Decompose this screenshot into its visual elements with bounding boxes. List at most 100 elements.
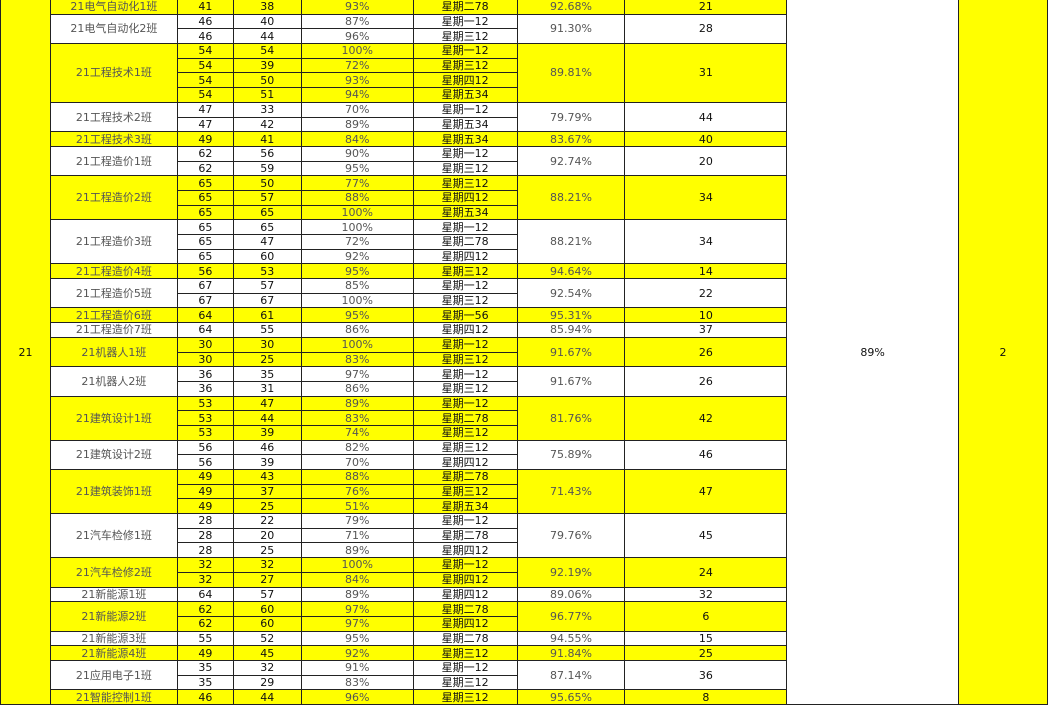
class-rank-cell[interactable]: 37 bbox=[624, 322, 788, 338]
percent-cell[interactable]: 83% bbox=[300, 674, 414, 691]
present-cell[interactable]: 39 bbox=[232, 454, 302, 470]
present-cell[interactable]: 57 bbox=[232, 278, 302, 294]
session-cell[interactable]: 星期三12 bbox=[412, 57, 518, 74]
class-name-cell[interactable]: 21新能源4班 bbox=[49, 645, 178, 661]
enrolled-cell[interactable]: 65 bbox=[176, 248, 234, 265]
percent-cell[interactable]: 100% bbox=[300, 204, 414, 221]
percent-cell[interactable]: 100% bbox=[300, 336, 414, 353]
enrolled-cell[interactable]: 47 bbox=[176, 116, 234, 133]
present-cell[interactable]: 67 bbox=[232, 292, 302, 309]
class-name-cell[interactable]: 21新能源3班 bbox=[49, 630, 178, 647]
session-cell[interactable]: 星期三12 bbox=[412, 160, 518, 177]
enrolled-cell[interactable]: 46 bbox=[176, 28, 234, 45]
class-rate-cell[interactable]: 92.54% bbox=[516, 278, 626, 309]
enrolled-cell[interactable]: 54 bbox=[176, 43, 234, 59]
class-rate-cell[interactable]: 91.30% bbox=[516, 13, 626, 45]
session-cell[interactable]: 星期三12 bbox=[412, 351, 518, 368]
percent-cell[interactable]: 96% bbox=[300, 28, 414, 45]
percent-cell[interactable]: 89% bbox=[300, 395, 414, 412]
percent-cell[interactable]: 88% bbox=[300, 189, 414, 206]
percent-cell[interactable]: 97% bbox=[300, 366, 414, 382]
percent-cell[interactable]: 100% bbox=[300, 219, 414, 235]
session-cell[interactable]: 星期四12 bbox=[412, 248, 518, 265]
present-cell[interactable]: 44 bbox=[232, 689, 302, 705]
class-rate-cell[interactable]: 83.67% bbox=[516, 131, 626, 147]
present-cell[interactable]: 53 bbox=[232, 263, 302, 280]
present-cell[interactable]: 52 bbox=[232, 630, 302, 647]
present-cell[interactable]: 65 bbox=[232, 219, 302, 235]
enrolled-cell[interactable]: 35 bbox=[176, 659, 234, 676]
percent-cell[interactable]: 88% bbox=[300, 469, 414, 485]
percent-cell[interactable]: 79% bbox=[300, 513, 414, 529]
present-cell[interactable]: 42 bbox=[232, 116, 302, 133]
present-cell[interactable]: 44 bbox=[232, 28, 302, 45]
enrolled-cell[interactable]: 62 bbox=[176, 145, 234, 162]
percent-cell[interactable]: 100% bbox=[300, 292, 414, 309]
class-rank-cell[interactable]: 31 bbox=[624, 43, 788, 103]
enrolled-cell[interactable]: 64 bbox=[176, 322, 234, 338]
present-cell[interactable]: 46 bbox=[232, 439, 302, 456]
present-cell[interactable]: 32 bbox=[232, 659, 302, 676]
percent-cell[interactable]: 76% bbox=[300, 483, 414, 500]
present-cell[interactable]: 32 bbox=[232, 557, 302, 573]
present-cell[interactable]: 39 bbox=[232, 57, 302, 74]
session-cell[interactable]: 星期四12 bbox=[412, 189, 518, 206]
class-rank-cell[interactable]: 46 bbox=[624, 439, 788, 471]
session-cell[interactable]: 星期二78 bbox=[412, 527, 518, 544]
session-cell[interactable]: 星期二78 bbox=[412, 601, 518, 617]
present-cell[interactable]: 20 bbox=[232, 527, 302, 544]
percent-cell[interactable]: 93% bbox=[300, 0, 414, 15]
class-rate-cell[interactable]: 92.19% bbox=[516, 557, 626, 588]
class-rank-cell[interactable]: 8 bbox=[624, 689, 788, 705]
session-cell[interactable]: 星期五34 bbox=[412, 498, 518, 515]
present-cell[interactable]: 25 bbox=[232, 351, 302, 368]
percent-cell[interactable]: 83% bbox=[300, 410, 414, 426]
class-name-cell[interactable]: 21建筑设计1班 bbox=[49, 395, 178, 441]
class-rate-cell[interactable]: 89.81% bbox=[516, 43, 626, 103]
percent-cell[interactable]: 91% bbox=[300, 659, 414, 676]
class-rate-cell[interactable]: 88.21% bbox=[516, 219, 626, 265]
enrolled-cell[interactable]: 65 bbox=[176, 234, 234, 250]
enrolled-cell[interactable]: 35 bbox=[176, 674, 234, 691]
session-cell[interactable]: 星期二78 bbox=[412, 0, 518, 15]
session-cell[interactable]: 星期一12 bbox=[412, 557, 518, 573]
class-rate-cell[interactable]: 95.31% bbox=[516, 307, 626, 324]
present-cell[interactable]: 37 bbox=[232, 483, 302, 500]
present-cell[interactable]: 27 bbox=[232, 571, 302, 588]
class-rank-cell[interactable]: 26 bbox=[624, 336, 788, 368]
enrolled-cell[interactable]: 53 bbox=[176, 410, 234, 426]
present-cell[interactable]: 65 bbox=[232, 204, 302, 221]
enrolled-cell[interactable]: 49 bbox=[176, 498, 234, 515]
present-cell[interactable]: 29 bbox=[232, 674, 302, 691]
class-rank-cell[interactable]: 32 bbox=[624, 586, 788, 603]
enrolled-cell[interactable]: 65 bbox=[176, 189, 234, 206]
enrolled-cell[interactable]: 30 bbox=[176, 336, 234, 353]
class-rate-cell[interactable]: 95.65% bbox=[516, 689, 626, 705]
session-cell[interactable]: 星期三12 bbox=[412, 689, 518, 705]
enrolled-cell[interactable]: 53 bbox=[176, 395, 234, 412]
enrolled-cell[interactable]: 54 bbox=[176, 57, 234, 74]
percent-cell[interactable]: 89% bbox=[300, 542, 414, 559]
class-rate-cell[interactable]: 91.67% bbox=[516, 366, 626, 397]
enrolled-cell[interactable]: 28 bbox=[176, 542, 234, 559]
class-rate-cell[interactable]: 89.06% bbox=[516, 586, 626, 603]
session-cell[interactable]: 星期二78 bbox=[412, 410, 518, 426]
percent-cell[interactable]: 97% bbox=[300, 615, 414, 632]
session-cell[interactable]: 星期三12 bbox=[412, 674, 518, 691]
class-rank-cell[interactable]: 6 bbox=[624, 601, 788, 632]
session-cell[interactable]: 星期一56 bbox=[412, 307, 518, 324]
session-cell[interactable]: 星期一12 bbox=[412, 278, 518, 294]
percent-cell[interactable]: 83% bbox=[300, 351, 414, 368]
class-name-cell[interactable]: 21工程造价4班 bbox=[49, 263, 178, 280]
class-name-cell[interactable]: 21应用电子1班 bbox=[49, 659, 178, 691]
percent-cell[interactable]: 70% bbox=[300, 454, 414, 470]
percent-cell[interactable]: 86% bbox=[300, 380, 414, 397]
present-cell[interactable]: 41 bbox=[232, 131, 302, 147]
present-cell[interactable]: 44 bbox=[232, 410, 302, 426]
session-cell[interactable]: 星期三12 bbox=[412, 292, 518, 309]
percent-cell[interactable]: 89% bbox=[300, 586, 414, 603]
class-name-cell[interactable]: 21电气自动化1班 bbox=[49, 0, 178, 15]
session-cell[interactable]: 星期一12 bbox=[412, 659, 518, 676]
enrolled-cell[interactable]: 65 bbox=[176, 175, 234, 191]
overall-rate-cell[interactable]: 89% bbox=[786, 0, 960, 705]
